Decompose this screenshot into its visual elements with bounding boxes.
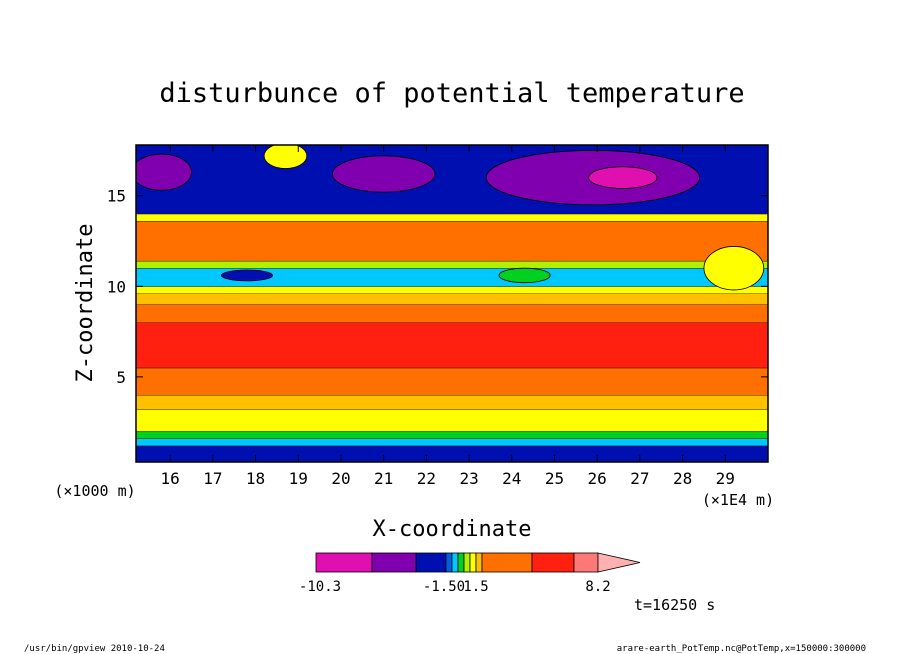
contour-blob-1 <box>332 155 436 193</box>
x-tick-label: 23 <box>459 469 478 488</box>
contour-blob-0 <box>136 153 192 191</box>
contour-blob-3 <box>588 166 658 189</box>
colorbar-segment <box>481 552 533 573</box>
x-tick-label: 24 <box>502 469 521 488</box>
contour-blob-6 <box>263 145 308 169</box>
x-tick-label: 20 <box>331 469 350 488</box>
contour-blob-7 <box>703 246 765 291</box>
colorbar-segment <box>531 552 575 573</box>
chart-title: disturbunce of potential temperature <box>159 78 744 109</box>
y-tick-label: 5 <box>116 368 126 387</box>
contour-band-5 <box>136 367 768 395</box>
colorbar-segment <box>315 552 373 573</box>
x-tick-label: 21 <box>374 469 393 488</box>
x-tick-label: 26 <box>588 469 607 488</box>
x-tick-label: 29 <box>716 469 735 488</box>
contour-band-0 <box>136 445 768 462</box>
colorbar-labels: -10.3 -1.501.5 8.2 <box>299 579 611 595</box>
x-axis-unit-left: (×1000 m) <box>54 482 135 500</box>
y-tick-label: 10 <box>107 277 126 296</box>
contour-band-2 <box>136 431 768 439</box>
colorbar-label: -1.50 <box>423 579 465 595</box>
y-tick-label: 15 <box>107 187 126 206</box>
y-axis-label: Z-coordinate <box>73 224 98 383</box>
colorbar-segment <box>475 552 483 573</box>
colorbar-label: 1.5 <box>463 579 488 595</box>
colorbar-segment <box>469 552 477 573</box>
contour-band-12 <box>136 221 768 261</box>
colorbar-segment <box>415 552 447 573</box>
footer-left: /usr/bin/gpview 2010-10-24 <box>24 644 165 654</box>
colorbar <box>315 552 641 573</box>
colorbar-label: 8.2 <box>585 579 610 595</box>
contour-band-3 <box>136 409 768 432</box>
x-tick-label: 25 <box>545 469 564 488</box>
colorbar-segment <box>463 552 471 573</box>
y-axis: 5 10 15 <box>107 187 768 387</box>
time-label: t=16250 s <box>634 596 715 614</box>
contour-blob-4 <box>221 269 274 282</box>
x-tick-label: 28 <box>673 469 692 488</box>
x-axis: 16 17 18 19 20 21 22 23 24 25 26 27 28 29 <box>161 145 735 488</box>
footer-right: arare-earth_PotTemp.nc@PotTemp,x=150000:… <box>617 644 866 654</box>
x-tick-label: 22 <box>417 469 436 488</box>
colorbar-segment <box>451 552 459 573</box>
plot-area <box>135 144 769 463</box>
x-axis-unit-right: (×1E4 m) <box>702 491 774 509</box>
contour-band-8 <box>136 293 768 305</box>
colorbar-segment <box>371 552 417 573</box>
plot-frame <box>135 144 769 463</box>
x-tick-label: 16 <box>161 469 180 488</box>
contour-band-11 <box>136 260 768 269</box>
x-tick-label: 18 <box>246 469 265 488</box>
contour-band-13 <box>136 213 768 222</box>
contour-band-9 <box>136 286 768 294</box>
colorbar-segment <box>573 552 599 573</box>
contour-blob-5 <box>498 267 551 284</box>
x-tick-label: 19 <box>289 469 308 488</box>
x-tick-label: 17 <box>203 469 222 488</box>
x-tick-label: 27 <box>630 469 649 488</box>
colorbar-segment <box>457 552 465 573</box>
colorbar-arrow <box>597 552 641 573</box>
contour-band-4 <box>136 394 768 410</box>
colorbar-label: -10.3 <box>299 579 341 595</box>
contour-band-1 <box>136 438 768 446</box>
x-axis-label: X-coordinate <box>373 517 532 542</box>
colorbar-segment <box>445 552 453 573</box>
contour-band-10 <box>136 268 768 287</box>
contour-band-7 <box>136 304 768 323</box>
contour-band-6 <box>136 322 768 368</box>
